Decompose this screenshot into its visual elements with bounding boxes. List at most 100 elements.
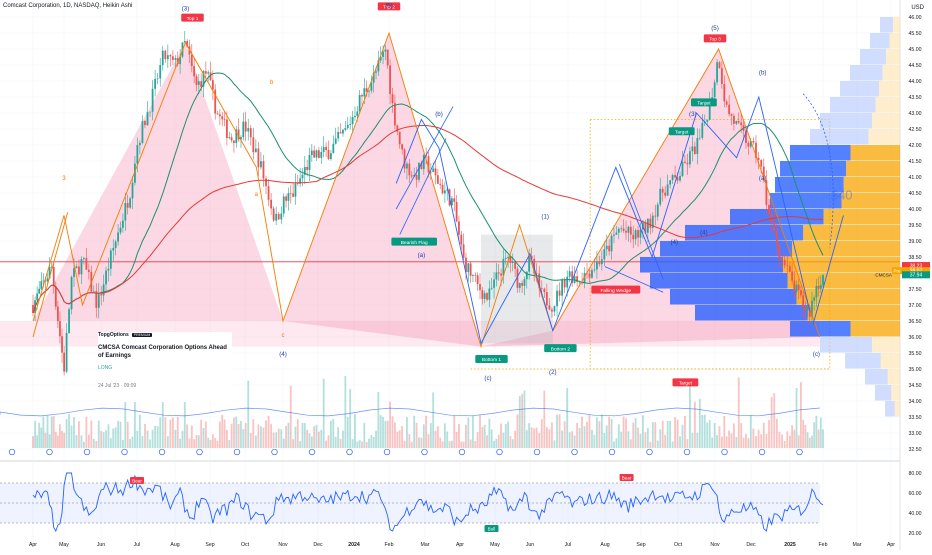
- volume-bar: [822, 429, 824, 448]
- volume-bar: [813, 422, 816, 448]
- volume-bar: [625, 418, 627, 448]
- volume-profile-bar: [840, 81, 879, 97]
- volume-bar: [455, 431, 458, 448]
- volume-profile-bar: [846, 161, 900, 177]
- volume-bar: [762, 422, 765, 448]
- volume-bar: [50, 416, 53, 448]
- volume-profile-bar: [889, 33, 900, 49]
- y-tick-label: 37.00: [909, 303, 922, 309]
- earnings-marker: [121, 448, 128, 456]
- volume-profile-bar: [670, 289, 797, 305]
- candle-body: [42, 280, 45, 282]
- oscillator-tag-bg: [484, 525, 499, 532]
- volume-profile-bar: [783, 257, 900, 273]
- volume-bar: [204, 421, 207, 448]
- volume-bar: [504, 424, 507, 448]
- candle-body: [36, 293, 39, 301]
- volume-bar: [745, 433, 747, 448]
- y-tick-label: 39.00: [909, 239, 922, 245]
- news-card[interactable]: TopgOptions PREMIUM CMCSA Comcast Corpor…: [98, 332, 232, 402]
- volume-bar: [669, 420, 672, 448]
- candle-body: [226, 119, 228, 139]
- volume-bar: [588, 414, 591, 448]
- volume-bar: [664, 434, 667, 448]
- target-price-label: $40: [831, 187, 853, 202]
- volume-profile-bar: [850, 321, 900, 337]
- top-3-tag-bg: [703, 34, 727, 43]
- candle-body: [361, 95, 363, 97]
- candle-body: [806, 306, 809, 311]
- x-tick-label: Nov: [710, 542, 720, 548]
- candle-body: [102, 284, 105, 296]
- volume-profile-bar: [823, 209, 900, 225]
- x-tick-label: Feb: [385, 542, 394, 548]
- candle-body: [344, 127, 347, 130]
- x-tick-label: Sep: [205, 542, 214, 548]
- candle-body: [174, 58, 177, 60]
- y-tick-label: 42.00: [909, 143, 922, 149]
- volume-profile-bar: [868, 129, 900, 145]
- volume-bar: [221, 414, 224, 448]
- volume-bar: [141, 436, 144, 448]
- candle-body: [280, 213, 283, 220]
- volume-profile-bar: [640, 257, 783, 273]
- wave-label: 3: [62, 175, 66, 182]
- volume-bar: [728, 430, 731, 448]
- wave-label: b: [270, 79, 274, 86]
- volume-bar: [642, 415, 644, 448]
- volume-bar: [723, 416, 726, 448]
- top-1-tag-bg: [181, 13, 204, 22]
- bearish-flag-tag: Bearish Flag: [401, 240, 428, 246]
- elliott-wave-line: [32, 31, 821, 349]
- volume-bar: [131, 436, 134, 448]
- volume-bar: [446, 431, 449, 448]
- candle-body: [622, 228, 625, 231]
- volume-profile-bar: [845, 353, 881, 369]
- volume-bar: [561, 430, 564, 448]
- volume-bar: [394, 422, 396, 448]
- pattern-fill: [283, 33, 481, 347]
- volume-bar: [436, 426, 439, 448]
- volume-bar: [174, 429, 177, 448]
- volume-bar: [679, 436, 681, 448]
- candle-body: [112, 247, 115, 251]
- candle-body: [56, 306, 59, 322]
- volume-bar: [197, 435, 200, 448]
- volume-bar: [422, 424, 425, 448]
- candle-body: [306, 166, 309, 171]
- volume-bar: [124, 382, 127, 448]
- candle-body: [141, 121, 144, 143]
- volume-bar: [644, 432, 647, 448]
- candle-body: [254, 148, 257, 153]
- volume-bar: [401, 425, 404, 448]
- last-price-label: 38.23: [910, 263, 923, 269]
- volume-bar: [252, 419, 255, 448]
- volume-bar: [365, 441, 368, 448]
- volume-bar: [538, 433, 541, 448]
- y-tick-label: 36.50: [909, 319, 922, 325]
- oscillator-tick-label: 20.00: [909, 531, 922, 537]
- volume-bar: [179, 438, 182, 448]
- volume-bar: [372, 436, 375, 448]
- volume-bar: [551, 422, 553, 448]
- candle-body: [469, 263, 472, 276]
- candle-body: [696, 138, 699, 154]
- candle-body: [418, 162, 420, 180]
- candle-body: [172, 56, 174, 60]
- bottom-2-tag-bg: [544, 344, 577, 353]
- candle-body: [382, 51, 384, 57]
- volume-bar: [233, 417, 235, 448]
- volume-profile-bar: [850, 65, 883, 81]
- candle-body: [384, 49, 387, 52]
- candle-body: [804, 306, 807, 311]
- x-tick-label: Jul: [565, 542, 572, 548]
- candle-body: [538, 273, 541, 289]
- volume-bar: [70, 425, 73, 448]
- candle-body: [149, 111, 151, 113]
- oscillator-tick-label: 80.00: [909, 471, 922, 477]
- earnings-marker: [646, 448, 653, 456]
- news-title[interactable]: CMCSA Comcast Corporation Options Ahead …: [98, 345, 227, 359]
- candle-body: [389, 65, 391, 95]
